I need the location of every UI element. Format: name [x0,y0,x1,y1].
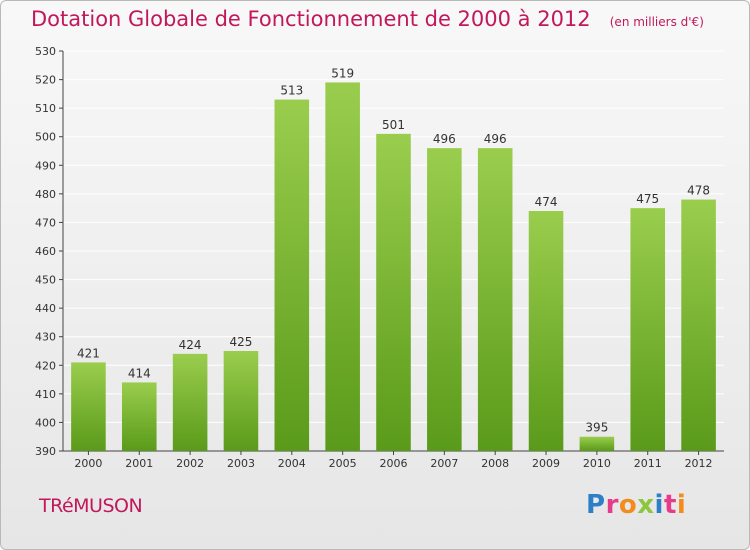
bar-value-label: 478 [687,184,710,198]
bar-value-label: 425 [230,335,253,349]
y-tick-label: 530 [35,45,56,58]
x-tick-label: 2001 [125,457,153,470]
y-tick-label: 410 [35,388,56,401]
bar-value-label: 496 [484,132,507,146]
x-tick-label: 2005 [329,457,357,470]
logo-letter: t [663,490,677,520]
x-tick-label: 2002 [176,457,204,470]
y-tick-label: 420 [35,359,56,372]
y-tick-label: 480 [35,188,56,201]
bar-value-label: 474 [535,195,558,209]
x-tick-label: 2007 [430,457,458,470]
chart-unit-note: (en milliers d'€) [609,15,704,29]
bar-value-label: 421 [77,346,100,360]
logo-letter: P [586,490,606,520]
bar [477,148,513,451]
bar-value-label: 501 [382,118,405,132]
y-tick-label: 510 [35,102,56,115]
bar-value-label: 395 [585,421,608,435]
bar-value-label: 496 [433,132,456,146]
y-tick-label: 470 [35,216,56,229]
logo-letter: x [637,490,655,520]
x-tick-label: 2010 [583,457,611,470]
x-tick-label: 2000 [74,457,102,470]
bar [71,362,106,451]
x-tick-label: 2011 [634,457,662,470]
bar [630,208,666,451]
bar [376,133,411,451]
logo-letter: o [618,490,638,520]
logo-letter: r [605,490,619,520]
y-tick-label: 500 [35,131,56,144]
logo-letter: i [676,490,687,520]
bar [579,436,615,451]
x-tick-label: 2006 [380,457,408,470]
x-tick-label: 2012 [685,457,713,470]
proxiti-logo: Proxiti [586,490,686,520]
bar [274,99,310,452]
bar-value-label: 519 [331,66,354,80]
y-tick-label: 430 [35,331,56,344]
bar [172,353,208,451]
y-tick-label: 520 [35,74,56,87]
bar [121,382,157,451]
chart-title: Dotation Globale de Fonctionnement de 20… [31,7,704,31]
chart-title-text: Dotation Globale de Fonctionnement de 20… [31,7,591,31]
x-tick-label: 2009 [532,457,560,470]
x-tick-label: 2004 [278,457,306,470]
bar [427,148,462,451]
y-tick-label: 490 [35,159,56,172]
bar-value-label: 513 [280,84,303,98]
y-tick-label: 450 [35,274,56,287]
bar [681,199,716,451]
x-tick-label: 2008 [481,457,509,470]
y-tick-label: 400 [35,416,56,429]
bar [325,82,360,451]
logo-letter: i [654,490,664,520]
x-tick-label: 2003 [227,457,255,470]
y-tick-label: 460 [35,245,56,258]
bar [528,211,564,451]
commune-name: TRéMUSON [39,495,143,517]
bar [223,351,259,451]
y-tick-label: 390 [35,445,56,458]
y-tick-label: 440 [35,302,56,315]
bar-value-label: 424 [179,338,202,352]
bar-value-label: 414 [128,366,151,380]
bar-value-label: 475 [636,192,659,206]
